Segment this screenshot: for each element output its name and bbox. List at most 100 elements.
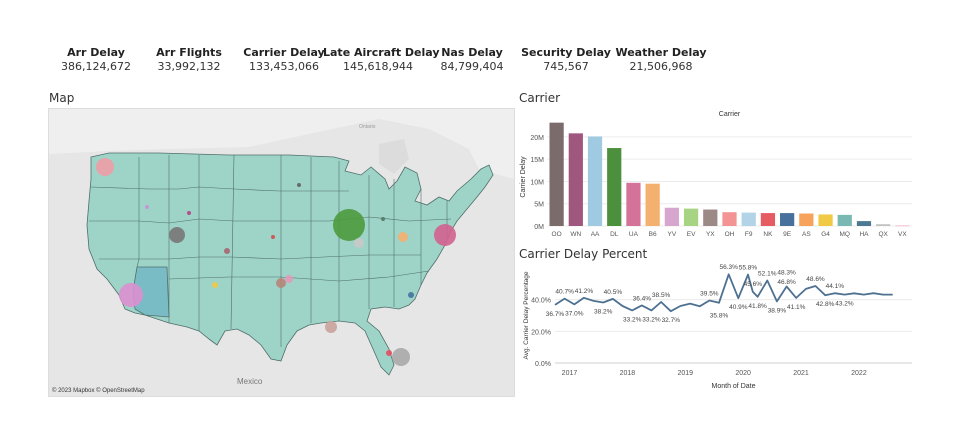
line-data-label: 40.5% — [604, 289, 623, 296]
bar-F9 — [741, 212, 756, 226]
bar-B6 — [645, 183, 660, 226]
line-chart-x-axis-label: Month of Date — [712, 383, 756, 390]
kpi-value: 133,453,066 — [249, 60, 319, 73]
kpi-carrier-delay: Carrier Delay 133,453,066 — [229, 46, 339, 73]
bar-chart-x-tick-label: EV — [687, 231, 696, 238]
marker-chicago — [333, 209, 365, 241]
marker-los-angeles — [119, 283, 143, 307]
line-chart-y-tick-label: 20.0% — [531, 329, 551, 336]
line-chart-y-axis-label: Avg. Carrier Delay Percentage — [523, 271, 530, 359]
bar-chart-x-tick-label: G4 — [821, 231, 830, 238]
us-map — [49, 109, 514, 396]
line-data-label: 41.1% — [787, 304, 806, 311]
marker-phoenix — [212, 282, 218, 288]
bar-chart-x-tick-label: WN — [570, 231, 581, 238]
marker-seattle — [96, 158, 114, 176]
bar-MQ — [837, 214, 852, 226]
kpi-label: Weather Delay — [615, 46, 707, 59]
line-data-label: 38.2% — [594, 309, 613, 316]
kpi-arr-flights: Arr Flights 33,992,132 — [134, 46, 244, 73]
marker-philly — [354, 238, 364, 248]
line-data-label: 52.1% — [758, 271, 777, 278]
bar-chart-y-axis-label: Carrier Delay — [520, 156, 527, 198]
line-chart-x-tick-label: 2022 — [851, 370, 867, 377]
state-borders — [89, 154, 452, 347]
us-land — [86, 152, 494, 376]
marker-dc — [398, 232, 408, 242]
bar-YV — [664, 207, 679, 226]
carrier-section-title: Carrier — [519, 91, 561, 105]
bar-UA — [626, 182, 641, 226]
line-data-label: 46.8% — [777, 279, 796, 286]
bar-chart-title: Carrier — [719, 111, 741, 118]
bar-chart-x-tick-label: VX — [898, 231, 907, 238]
kpi-value: 84,799,404 — [440, 60, 504, 73]
bar-YX — [703, 209, 718, 226]
kpi-label: Late Aircraft Delay — [323, 46, 440, 59]
line-data-label: 55.8% — [739, 265, 758, 272]
carrier-delay-percent-chart: Avg. Carrier Delay Percentage 0.0% 20.0% 40… — [523, 264, 912, 390]
bar-EV — [683, 208, 699, 226]
pct-section-title: Carrier Delay Percent — [519, 247, 648, 261]
bar-chart-x-tick-label: QX — [878, 231, 888, 238]
bar-OO — [549, 122, 564, 226]
carrier-bar-chart: Carrier Carrier Delay 0M 5M 10M 15M 20M OO WN AA D… — [520, 111, 912, 238]
bar-QX — [876, 224, 891, 226]
line-data-label: 48.6% — [806, 276, 825, 283]
line-data-label: 36.4% — [633, 295, 652, 302]
bar-chart-x-tick-label: B6 — [649, 231, 657, 238]
line-data-label: 56.3% — [719, 264, 738, 271]
marker-boise — [145, 205, 149, 209]
bar-OH — [722, 212, 737, 226]
line-data-label: 39.5% — [700, 290, 719, 297]
kpi-value: 745,567 — [543, 60, 589, 73]
line-chart-y-tick-label: 40.0% — [531, 298, 551, 305]
bar-HA — [856, 221, 872, 226]
bar-G4 — [818, 214, 833, 226]
bar-9E — [780, 213, 795, 226]
line-data-label: 43.2% — [835, 301, 854, 308]
line-chart-y-tick-label: 0.0% — [535, 361, 551, 368]
kpi-arr-delay: Arr Delay 386,124,672 — [41, 46, 151, 73]
bar-chart-x-tick-label: AS — [802, 231, 811, 238]
bar-DL — [607, 148, 622, 226]
kpi-label: Security Delay — [521, 46, 611, 59]
bar-WN — [568, 133, 583, 226]
kpi-nas-delay: Nas Delay 84,799,404 — [417, 46, 527, 73]
marker-slc-small — [187, 211, 191, 215]
bar-chart-x-tick-label: YX — [706, 231, 715, 238]
map-view[interactable]: Ontario Mexico © 2023 Mapbox © OpenStree… — [48, 108, 515, 397]
line-chart-x-tick-label: 2020 — [735, 370, 751, 377]
kpi-value: 386,124,672 — [61, 60, 131, 73]
bar-chart-x-tick-label: UA — [629, 231, 639, 238]
marker-detroit — [381, 217, 385, 221]
marker-orlando — [386, 350, 392, 356]
map-markers[interactable] — [96, 158, 456, 366]
bar-chart-x-tick-label: NK — [763, 231, 773, 238]
line-data-label: 37.0% — [565, 310, 584, 317]
kpi-label: Arr Flights — [156, 46, 222, 59]
bar-chart-y-tick-label: 0M — [534, 224, 544, 231]
line-data-label: 40.7% — [555, 289, 574, 296]
bar-chart-x-tick-label: OH — [725, 231, 735, 238]
bar-chart-x-tick-label: AA — [591, 231, 600, 238]
map-attribution: © 2023 Mapbox © OpenStreetMap — [52, 388, 145, 394]
line-data-label: 48.3% — [777, 270, 796, 277]
marker-dallas — [276, 278, 286, 288]
line-data-label: 42.8% — [816, 301, 835, 308]
marker-atlanta — [392, 348, 410, 366]
bar-chart-x-tick-label: OO — [552, 231, 562, 238]
marker-charlotte — [408, 292, 414, 298]
kpi-value: 33,992,132 — [157, 60, 221, 73]
kpi-security-delay: Security Delay 745,567 — [511, 46, 621, 73]
bar-chart-x-tick-label: YV — [668, 231, 677, 238]
line-data-label: 45.6% — [744, 281, 763, 288]
marker-mpls — [297, 183, 301, 187]
kpi-value: 145,618,944 — [343, 60, 413, 73]
bar-chart-y-tick-label: 15M — [530, 157, 544, 164]
line-data-label: 35.8% — [710, 312, 729, 319]
marker-denver — [224, 248, 230, 254]
kpi-value: 21,506,968 — [629, 60, 693, 73]
line-data-label: 41.8% — [748, 303, 767, 310]
bar-chart-x-tick-label: MQ — [840, 231, 850, 238]
